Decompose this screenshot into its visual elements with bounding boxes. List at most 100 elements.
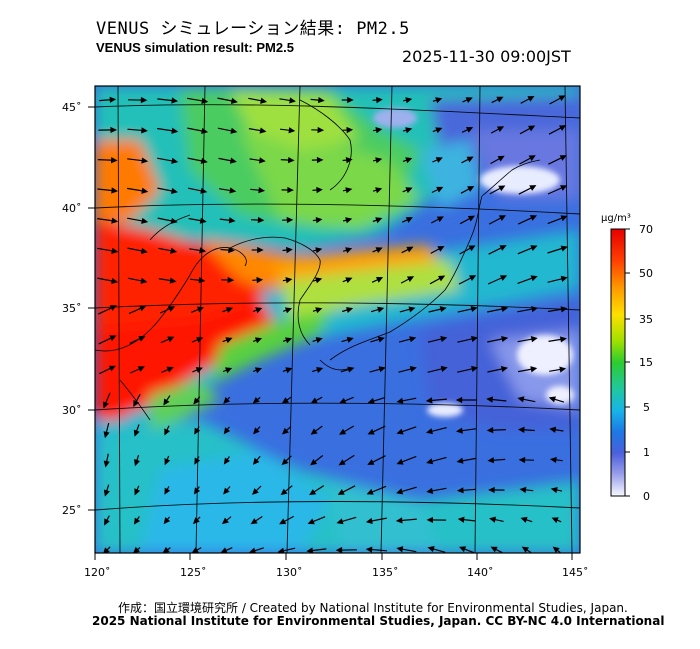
wind-arrow-head xyxy=(501,305,509,313)
wind-arrow-head xyxy=(171,157,179,164)
wind-arrow-head xyxy=(201,97,209,104)
wind-arrow-head xyxy=(527,95,535,102)
wind-arrow-head xyxy=(133,459,140,467)
wind-arrow-head xyxy=(315,277,323,284)
lon-tick-135: 135˚ xyxy=(372,566,399,579)
lat-tick-40: 40˚ xyxy=(62,202,82,215)
wind-arrow-head xyxy=(496,126,505,133)
wind-arrow-head xyxy=(111,277,119,285)
wind-arrow-head xyxy=(193,487,201,495)
wind-arrow-head xyxy=(517,426,525,434)
credit-line-2: 2025 National Institute for Environmenta… xyxy=(92,614,665,628)
wind-arrow-head xyxy=(467,215,476,222)
wind-arrow-head xyxy=(223,457,231,465)
wind-arrow-head xyxy=(191,547,199,553)
wind-arrow-head xyxy=(252,457,260,465)
wind-arrow-head xyxy=(316,366,324,374)
wind-arrow-head xyxy=(315,337,323,344)
lon-tick-120: 120˚ xyxy=(84,566,111,579)
wind-arrow-head xyxy=(456,487,464,494)
wind-arrow-head xyxy=(435,97,443,104)
coastline xyxy=(95,99,541,421)
lon-tick-145: 145˚ xyxy=(562,566,589,579)
wind-arrow-head xyxy=(375,217,383,224)
wind-arrow-head xyxy=(346,307,354,313)
wind-arrow-head xyxy=(192,517,200,525)
map-frame xyxy=(94,85,581,554)
wind-arrow-head xyxy=(167,336,175,343)
wind-arrow-head xyxy=(496,96,504,103)
wind-arrow-head xyxy=(194,457,201,465)
wind-arrow-head xyxy=(198,277,206,284)
lon-axis: 120˚ 125˚ 130˚ 135˚ 140˚ 145˚ xyxy=(84,553,589,579)
wind-arrow-head xyxy=(456,427,463,434)
wind-arrow-head xyxy=(230,127,238,134)
wind-arrow-head xyxy=(196,306,205,313)
wind-arrow-head xyxy=(550,487,558,494)
wind-arrow-head xyxy=(224,367,233,374)
wind-arrow-head xyxy=(166,366,174,373)
wind-arrow-head xyxy=(456,457,464,464)
lat-tick-35: 35˚ xyxy=(62,302,82,315)
colorbar-tick-15: 15 xyxy=(639,356,653,369)
colorbar-tick-35: 35 xyxy=(639,313,653,326)
wind-arrow-head xyxy=(497,155,505,162)
colorbar-gradient xyxy=(610,228,626,497)
lon-tick-125: 125˚ xyxy=(180,566,207,579)
wind-arrow-head xyxy=(465,97,473,104)
lon-tick-140: 140˚ xyxy=(467,566,494,579)
wind-arrow-head xyxy=(104,518,110,526)
wind-arrow-head xyxy=(140,277,148,284)
wind-arrow-head xyxy=(406,246,414,253)
wind-arrow-head xyxy=(490,546,498,553)
wind-arrow-head xyxy=(336,518,344,525)
wind-arrow-head xyxy=(396,397,404,404)
wind-arrow-head xyxy=(103,401,109,409)
wind-arrow-head xyxy=(439,306,447,313)
wind-arrow-head xyxy=(427,546,435,553)
wind-arrow-head xyxy=(435,157,443,163)
wind-arrow-head xyxy=(133,399,140,408)
wind-arrow-head xyxy=(365,517,373,525)
wind-arrow-head xyxy=(134,488,141,496)
wind-arrow-head xyxy=(228,247,235,254)
wind-arrow-head xyxy=(223,396,231,404)
wind-arrow-head xyxy=(549,456,557,464)
wind-arrow-head xyxy=(200,157,208,164)
wind-arrow-head xyxy=(287,157,295,164)
wind-arrow-head xyxy=(530,275,538,282)
wind-arrow-head xyxy=(138,335,146,342)
wind-arrow-head xyxy=(141,217,149,224)
wind-arrow-head xyxy=(347,366,355,373)
colorbar-tick-70: 70 xyxy=(639,223,653,236)
wind-arrow-head xyxy=(488,486,495,494)
timestamp: 2025-11-30 09:00JST xyxy=(402,47,571,66)
wind-arrow-head xyxy=(436,186,444,193)
wind-arrow-head xyxy=(140,247,148,255)
wind-arrow-head xyxy=(280,488,288,496)
wind-arrow-head xyxy=(307,518,315,525)
wind-arrow-head xyxy=(109,335,117,342)
wind-arrow-head xyxy=(318,96,325,104)
wind-arrow-head xyxy=(254,337,263,344)
wind-arrow-head xyxy=(315,307,323,314)
wind-arrow-head xyxy=(253,427,260,435)
wind-arrow-head xyxy=(195,367,203,374)
wind-arrow-head xyxy=(529,185,537,191)
wind-arrow-head xyxy=(345,247,353,254)
wind-arrow-head xyxy=(285,277,293,284)
wind-arrow-head xyxy=(315,247,323,254)
wind-arrow-head xyxy=(559,366,567,373)
wind-arrow-head xyxy=(103,460,110,468)
lat-tick-30: 30˚ xyxy=(62,404,82,417)
wind-arrow-head xyxy=(199,217,207,224)
wind-arrow-head xyxy=(551,517,559,524)
wind-arrow-head xyxy=(163,517,171,525)
wind-arrow-head xyxy=(560,306,568,313)
wind-arrow-head xyxy=(498,185,506,192)
wind-arrow-head xyxy=(163,398,170,406)
wind-arrow-head xyxy=(260,97,268,104)
wind-arrow-head xyxy=(471,365,479,372)
wind-arrow-head xyxy=(517,396,525,403)
wind-arrow-head xyxy=(426,458,434,465)
